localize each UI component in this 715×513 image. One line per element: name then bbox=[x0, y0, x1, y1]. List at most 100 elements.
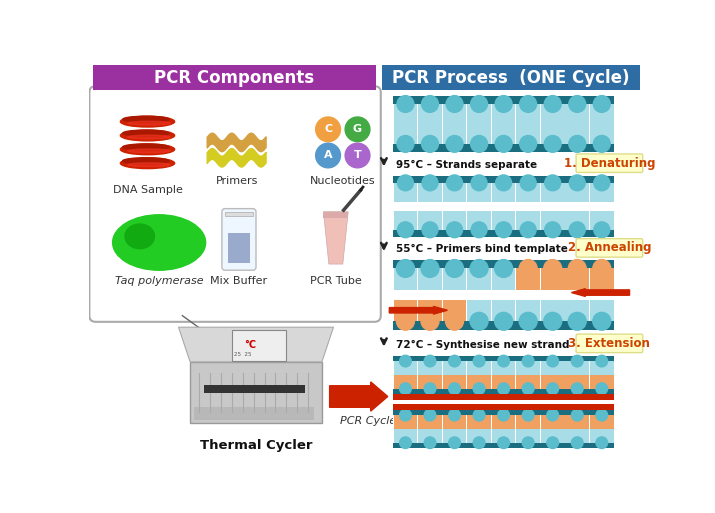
Bar bbox=[589, 375, 590, 389]
Circle shape bbox=[521, 175, 536, 191]
Circle shape bbox=[594, 222, 610, 238]
Circle shape bbox=[495, 175, 511, 191]
Bar bbox=[613, 268, 614, 290]
Text: PCR Cycle: PCR Cycle bbox=[340, 416, 397, 426]
Text: Primers: Primers bbox=[215, 175, 258, 186]
Text: PCR Components: PCR Components bbox=[154, 69, 315, 87]
Bar bbox=[613, 429, 614, 443]
Circle shape bbox=[400, 383, 411, 394]
Circle shape bbox=[424, 383, 436, 394]
Bar bbox=[589, 104, 590, 124]
Circle shape bbox=[397, 260, 415, 278]
Ellipse shape bbox=[120, 158, 174, 169]
Bar bbox=[613, 124, 614, 144]
Bar bbox=[540, 104, 541, 124]
Bar bbox=[589, 415, 590, 429]
Ellipse shape bbox=[128, 149, 170, 153]
Bar bbox=[565, 415, 566, 429]
Bar bbox=[540, 183, 541, 202]
Circle shape bbox=[449, 409, 460, 421]
FancyArrow shape bbox=[330, 382, 388, 411]
Text: 1. Denaturing: 1. Denaturing bbox=[563, 156, 655, 170]
Polygon shape bbox=[323, 212, 348, 264]
Bar bbox=[393, 124, 614, 144]
Bar bbox=[540, 415, 541, 429]
Bar bbox=[589, 300, 590, 321]
Text: DNA Sample: DNA Sample bbox=[112, 185, 182, 195]
Polygon shape bbox=[179, 327, 333, 362]
Bar bbox=[393, 443, 614, 448]
Circle shape bbox=[421, 260, 439, 278]
Text: Nucleotides: Nucleotides bbox=[310, 175, 375, 186]
Circle shape bbox=[520, 95, 536, 112]
Bar bbox=[466, 429, 467, 443]
Bar bbox=[589, 211, 590, 230]
Circle shape bbox=[568, 312, 586, 330]
Ellipse shape bbox=[128, 121, 170, 125]
Bar bbox=[442, 415, 443, 429]
Bar bbox=[467, 300, 614, 321]
Bar bbox=[565, 300, 566, 321]
Circle shape bbox=[470, 260, 488, 278]
Bar bbox=[393, 230, 614, 237]
Bar bbox=[613, 183, 614, 202]
Circle shape bbox=[424, 409, 436, 421]
Circle shape bbox=[449, 437, 460, 448]
FancyBboxPatch shape bbox=[222, 209, 256, 270]
Circle shape bbox=[547, 356, 558, 367]
Bar bbox=[540, 211, 541, 230]
Ellipse shape bbox=[123, 116, 169, 123]
Circle shape bbox=[523, 383, 534, 394]
Bar bbox=[613, 375, 614, 389]
Bar bbox=[491, 268, 492, 290]
Ellipse shape bbox=[123, 144, 169, 150]
Text: G: G bbox=[353, 124, 362, 134]
Text: Taq polymerase: Taq polymerase bbox=[115, 275, 204, 286]
Text: Thermal Cycler: Thermal Cycler bbox=[199, 439, 312, 452]
Bar bbox=[589, 361, 590, 375]
Circle shape bbox=[495, 95, 512, 112]
Text: PCR Process  (ONE Cycle): PCR Process (ONE Cycle) bbox=[393, 69, 630, 87]
Circle shape bbox=[596, 356, 608, 367]
Circle shape bbox=[447, 222, 463, 238]
Bar bbox=[393, 104, 614, 124]
Circle shape bbox=[569, 135, 586, 152]
FancyBboxPatch shape bbox=[190, 362, 322, 423]
Bar bbox=[491, 211, 492, 230]
Circle shape bbox=[422, 222, 438, 238]
Circle shape bbox=[569, 222, 585, 238]
FancyBboxPatch shape bbox=[576, 154, 643, 172]
FancyArrow shape bbox=[389, 306, 448, 314]
Bar bbox=[589, 124, 590, 144]
Bar bbox=[442, 300, 443, 321]
Circle shape bbox=[471, 175, 487, 191]
Circle shape bbox=[520, 135, 536, 152]
Bar bbox=[491, 361, 492, 375]
Ellipse shape bbox=[123, 130, 169, 136]
Text: 95°C – Strands separate: 95°C – Strands separate bbox=[396, 160, 538, 170]
Text: PCR Tube: PCR Tube bbox=[310, 275, 362, 286]
Bar bbox=[466, 124, 467, 144]
Bar bbox=[393, 410, 614, 415]
Bar bbox=[540, 361, 541, 375]
Bar bbox=[613, 415, 614, 429]
Circle shape bbox=[544, 95, 561, 112]
Circle shape bbox=[596, 437, 608, 448]
Circle shape bbox=[593, 135, 610, 152]
Bar bbox=[491, 183, 492, 202]
Circle shape bbox=[495, 260, 513, 278]
Ellipse shape bbox=[120, 144, 174, 155]
Circle shape bbox=[569, 95, 586, 112]
Text: 25  25: 25 25 bbox=[234, 351, 252, 357]
Bar bbox=[589, 268, 590, 290]
Bar bbox=[393, 300, 467, 321]
Circle shape bbox=[521, 222, 536, 238]
Circle shape bbox=[519, 260, 537, 278]
Circle shape bbox=[495, 135, 512, 152]
Circle shape bbox=[547, 437, 558, 448]
Bar bbox=[442, 268, 443, 290]
Circle shape bbox=[569, 175, 585, 191]
Circle shape bbox=[568, 260, 586, 278]
Circle shape bbox=[571, 437, 583, 448]
Bar bbox=[393, 415, 614, 429]
